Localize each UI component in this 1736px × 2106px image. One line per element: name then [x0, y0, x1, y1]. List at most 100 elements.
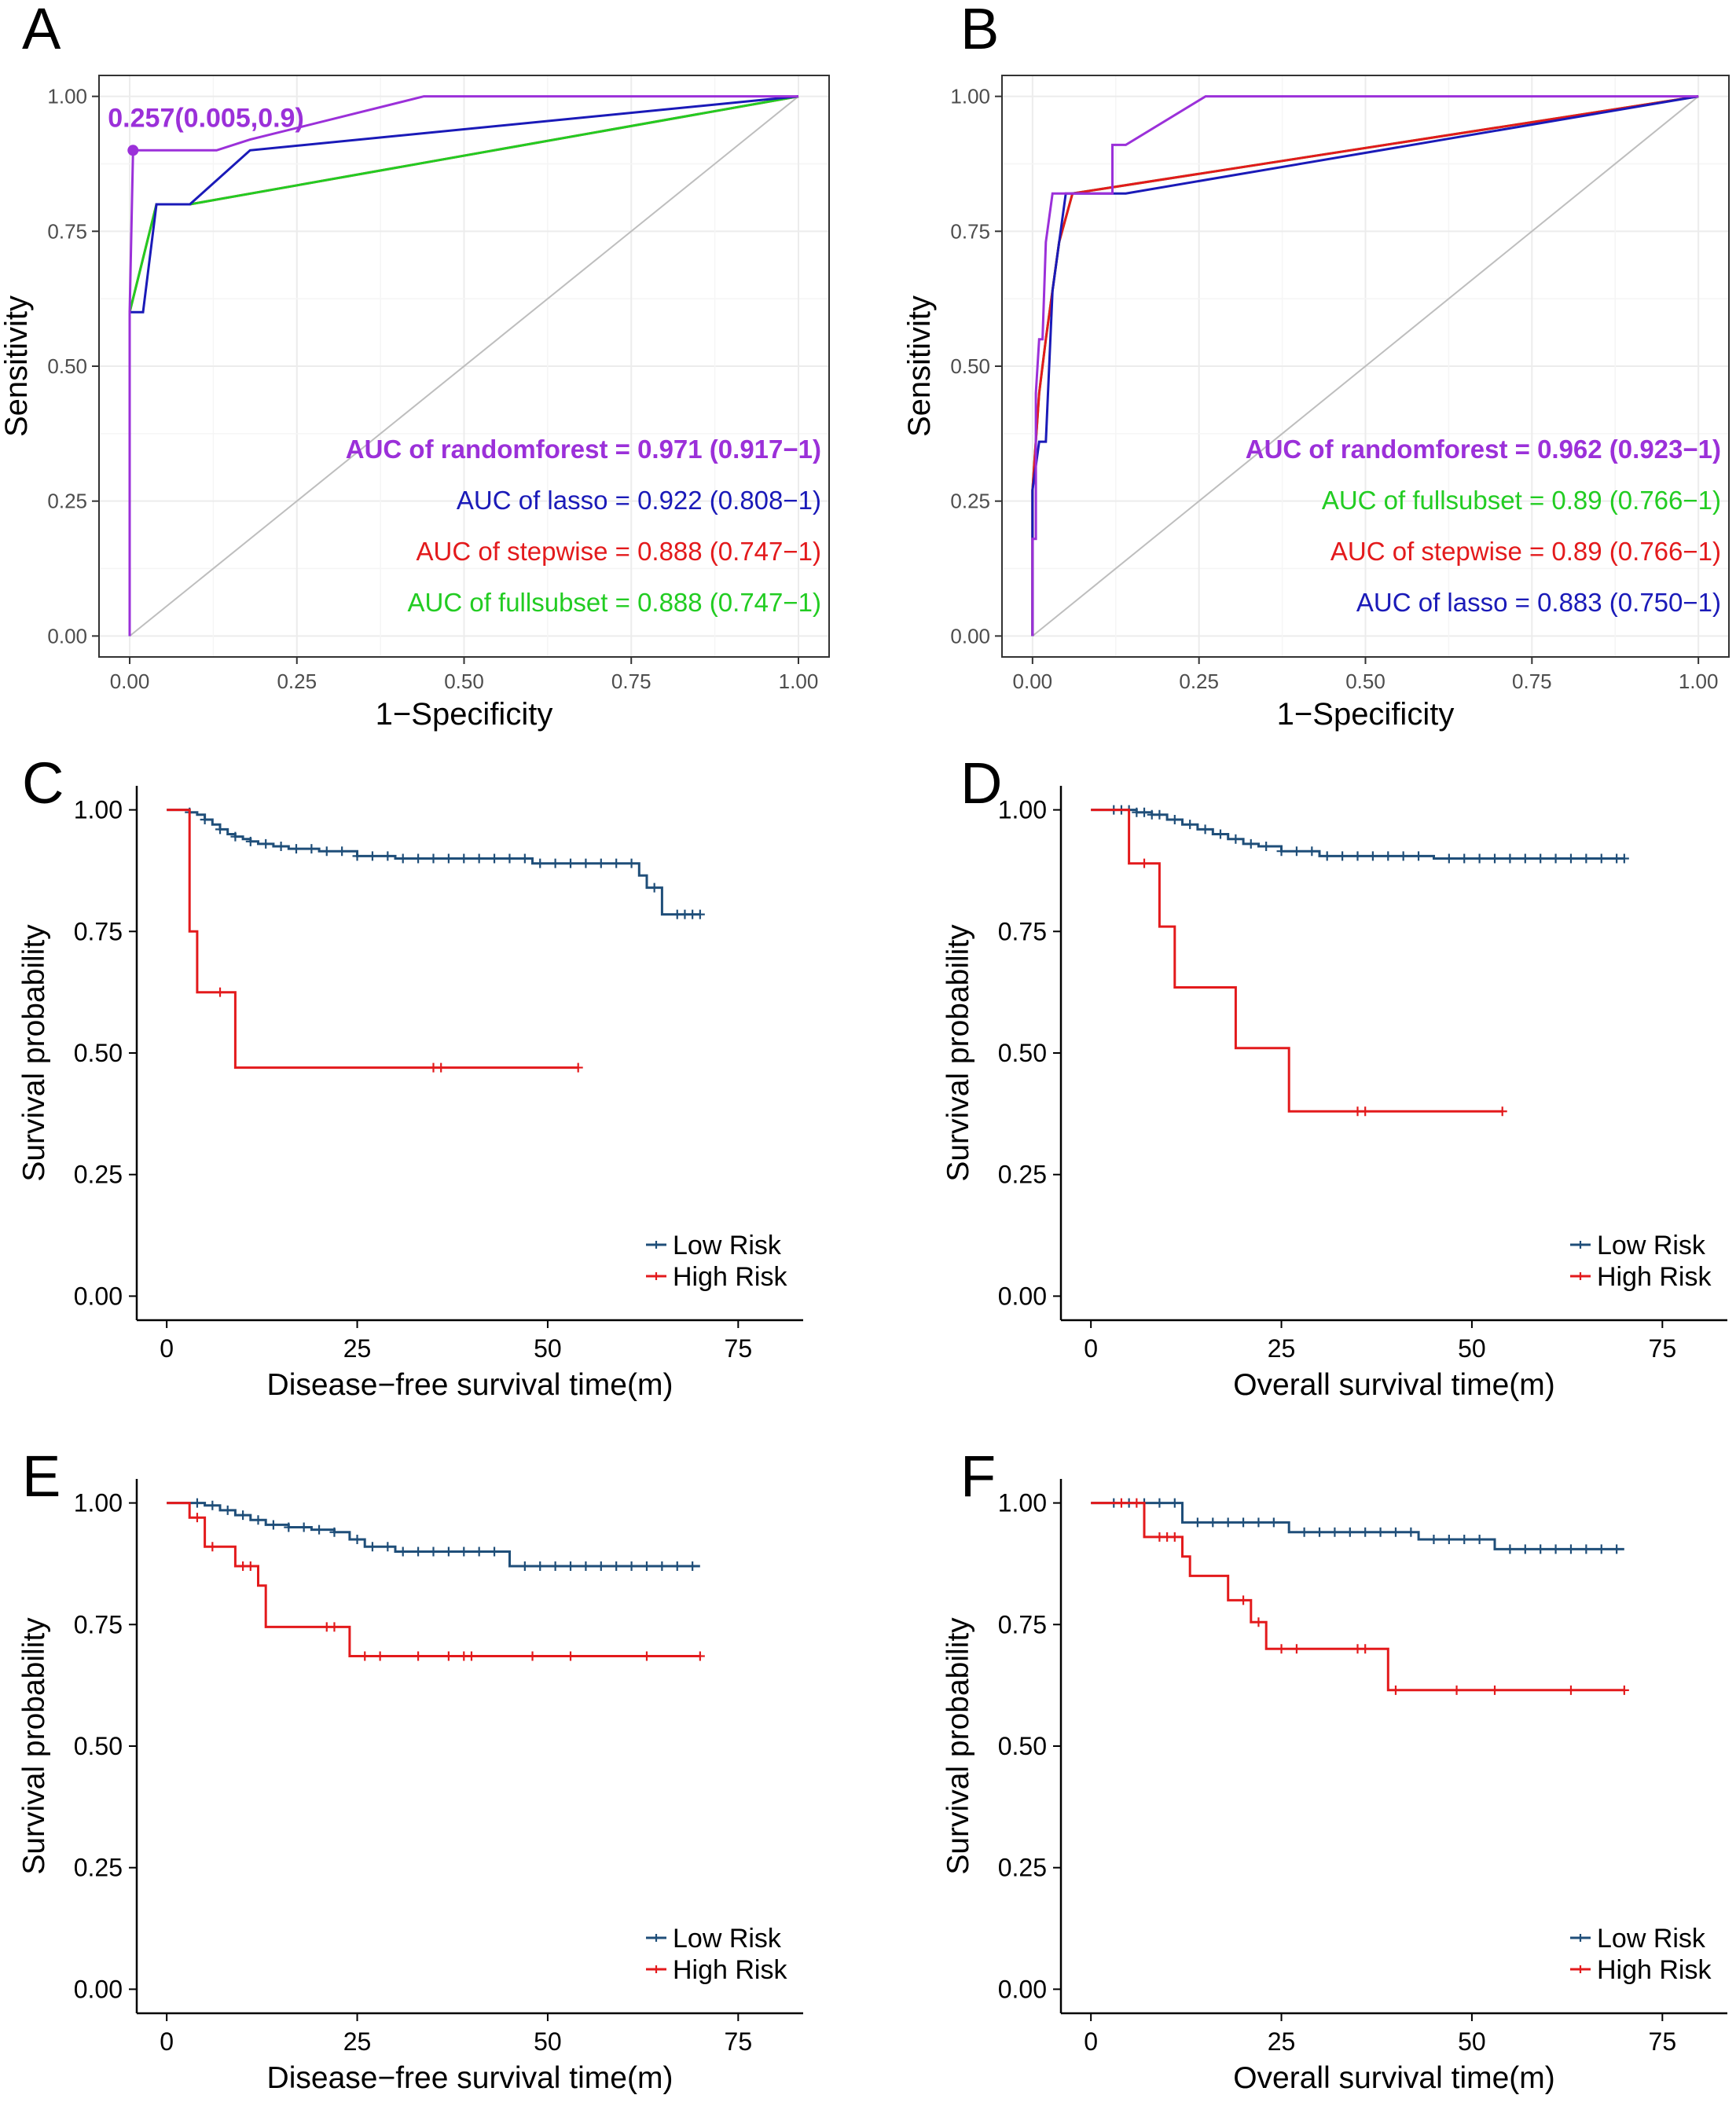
y-axis-title: Survival probability — [941, 924, 975, 1182]
censor-mark — [337, 846, 347, 857]
auc-legend-value: 0.888 (0.747−1) — [637, 588, 821, 617]
censor-mark — [1352, 851, 1363, 861]
censor-mark — [222, 1505, 233, 1515]
censor-mark — [1261, 842, 1272, 852]
legend-label: High Risk — [673, 1955, 787, 1985]
diagonal-reference-line — [129, 95, 799, 637]
y-tick-label: 0.50 — [998, 1039, 1047, 1067]
censor-mark — [207, 1542, 218, 1552]
censor-mark — [245, 836, 255, 846]
survival-curve-low-risk — [1091, 809, 1624, 860]
y-tick-label: 0.75 — [998, 917, 1047, 945]
auc-legend-value: 0.883 (0.750−1) — [1537, 588, 1721, 617]
censor-mark — [1490, 1685, 1500, 1695]
censor-mark — [1581, 1544, 1591, 1554]
panel-a: A 0.00 0.25 0.50 0.75 1.00 0.00 0.25 0.50 0.75 1.0… — [0, 0, 830, 732]
censor-mark — [1459, 853, 1470, 864]
censor-mark — [1338, 851, 1348, 861]
censor-mark — [1185, 820, 1195, 830]
censor-mark — [284, 1522, 294, 1532]
censor-mark — [428, 853, 439, 864]
censor-mark — [1169, 1498, 1180, 1508]
y-tick-label: 0.50 — [74, 1732, 123, 1760]
legend-label: High Risk — [1597, 1262, 1712, 1292]
x-tick-label: 75 — [725, 2027, 753, 2056]
y-tick-label: 1.00 — [74, 796, 123, 824]
censor-mark — [459, 1546, 469, 1557]
censor-mark — [299, 1522, 309, 1532]
censor-mark — [1619, 853, 1629, 864]
censor-mark — [1215, 829, 1225, 839]
auc-legend-value: 0.922 (0.808−1) — [637, 486, 821, 515]
censor-mark — [649, 882, 659, 893]
y-tick-label: 0.50 — [74, 1039, 123, 1067]
censor-mark — [688, 1561, 698, 1572]
censor-mark — [581, 858, 591, 868]
y-tick-label: 0.25 — [998, 1854, 1047, 1882]
censor-mark — [672, 1561, 682, 1572]
censor-mark — [1612, 1544, 1622, 1554]
censor-mark — [1299, 1527, 1309, 1537]
auc-legend-value: 0.89 (0.766−1) — [1551, 486, 1721, 515]
auc-legend-entry: AUC of fullsubset = 0.888 (0.747−1) — [408, 588, 822, 617]
x-tick-label: 75 — [725, 1334, 753, 1363]
x-axis-title: 1−Specificity — [376, 697, 553, 732]
legend-label: Low Risk — [673, 1231, 782, 1260]
censor-mark — [261, 838, 271, 849]
censor-mark — [1154, 1498, 1165, 1508]
censor-mark — [413, 1546, 424, 1557]
legend-label: Low Risk — [1597, 1231, 1706, 1260]
grid — [1002, 75, 1729, 657]
x-tick-label: 1.00 — [779, 670, 819, 693]
x-axis-title: 1−Specificity — [1277, 697, 1455, 732]
censor-mark — [1200, 824, 1210, 835]
y-tick-label: 0.75 — [47, 219, 87, 243]
censor-mark — [611, 858, 622, 868]
censor-mark — [535, 1561, 545, 1572]
x-tick-label: 1.00 — [1679, 670, 1719, 693]
survival-curve-low-risk — [167, 1502, 700, 1568]
censor-mark — [1536, 1544, 1546, 1554]
y-tick-label: 0.50 — [950, 354, 990, 378]
censor-mark — [383, 1542, 393, 1552]
auc-legend-entry: AUC of randomforest = 0.971 (0.917−1) — [346, 435, 821, 464]
censor-mark — [443, 853, 453, 864]
censor-mark — [550, 858, 560, 868]
censor-mark — [428, 1546, 439, 1557]
censor-mark — [192, 1513, 202, 1523]
censor-mark — [1208, 1517, 1218, 1528]
censor-mark — [1246, 838, 1256, 849]
censor-mark — [695, 1651, 705, 1661]
censor-mark — [1239, 1517, 1249, 1528]
censor-mark — [1444, 1535, 1454, 1545]
roc-curve-lasso — [1031, 95, 1699, 637]
censor-mark — [490, 1546, 500, 1557]
y-tick-label: 1.00 — [998, 796, 1047, 824]
censor-mark — [1116, 1498, 1126, 1508]
x-tick-label: 0.75 — [611, 670, 651, 693]
y-axis-title: Sensitivity — [0, 295, 34, 437]
y-tick-label: 1.00 — [74, 1489, 123, 1517]
y-tick-label: 0.00 — [950, 624, 990, 648]
x-tick-label: 0 — [1084, 1334, 1098, 1363]
y-tick-label: 0.00 — [74, 1282, 123, 1310]
censor-mark — [329, 1622, 339, 1632]
y-tick-label: 0.75 — [998, 1610, 1047, 1638]
censor-mark — [443, 1651, 453, 1661]
censor-mark — [1276, 846, 1286, 857]
auc-legend-entry: AUC of lasso = 0.883 (0.750−1) — [1356, 588, 1721, 617]
panel-f: F 0 25 50 75 0.00 0.25 0.50 0.75 1.00 Overall surv… — [941, 1444, 1727, 2095]
y-axis-title: Survival probability — [17, 924, 51, 1182]
x-tick-label: 25 — [343, 2027, 372, 2056]
censor-mark — [367, 1542, 377, 1552]
censor-mark — [1360, 1106, 1371, 1117]
censor-mark — [321, 846, 332, 857]
censor-mark — [1474, 1535, 1485, 1545]
censor-mark — [1520, 1544, 1530, 1554]
censor-mark — [436, 1062, 446, 1073]
censor-mark — [474, 853, 484, 864]
censor-mark — [238, 1510, 248, 1521]
censor-mark — [626, 858, 637, 868]
censor-mark — [1551, 853, 1561, 864]
x-tick-label: 50 — [534, 1334, 562, 1363]
